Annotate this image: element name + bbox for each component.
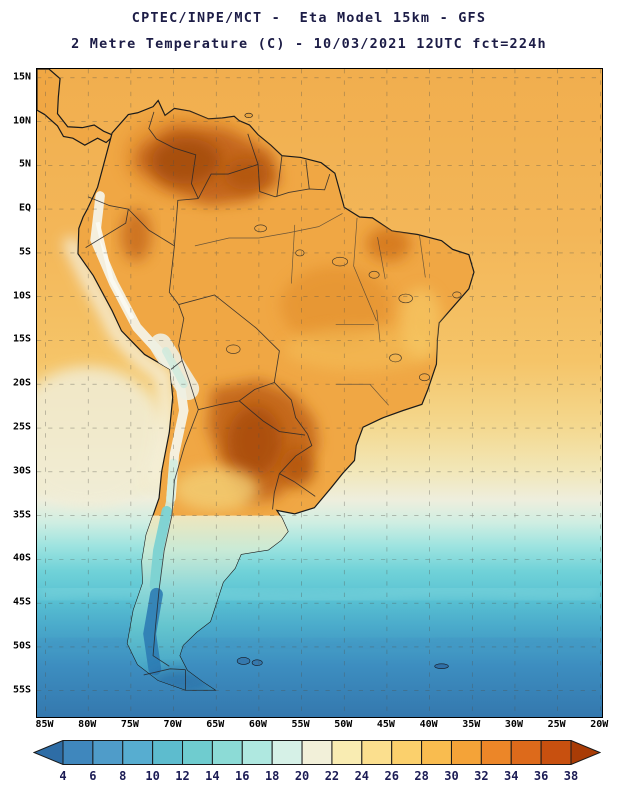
lon-label-85W: 85W [35,719,54,730]
lon-label-75W: 75W [120,719,139,730]
colorbar-tick-28: 28 [414,769,429,783]
colorbar-gradient [32,739,602,766]
colorbar-tick-38: 38 [563,769,579,783]
colorbar-tick-36: 36 [533,769,549,783]
ocean-band-2 [37,631,602,655]
south-america-temperature-map [37,69,602,717]
lat-label-55S: 55S [12,684,31,696]
colorbar-tick-4: 4 [59,769,67,783]
colorbar-tick-22: 22 [324,769,340,783]
colorbar-tick-34: 34 [504,769,519,783]
lat-label-40S: 40S [12,552,31,564]
lon-label-30W: 30W [504,719,523,730]
colorbar-tick-8: 8 [119,769,127,783]
lon-label-45W: 45W [376,719,395,730]
colorbar-tick-26: 26 [384,769,399,783]
colorbar-tick-14: 14 [205,769,220,783]
lat-label-30S: 30S [12,465,31,477]
pacific-cold-pool [37,366,165,507]
colorbar-tick-30: 30 [444,769,459,783]
lat-label-45S: 45S [12,596,31,608]
lat-label-10S: 10S [12,290,31,302]
lon-label-20W: 20W [590,719,609,730]
map-frame [36,68,603,718]
lat-label-20S: 20S [12,377,31,389]
lat-label-35S: 35S [12,509,31,521]
colorbar-tick-32: 32 [474,769,489,783]
lat-label-EQ: EQ [18,202,31,214]
colorbar-bar [32,739,602,766]
lon-label-55W: 55W [291,719,310,730]
country-borders [85,111,331,690]
ocean-band-1 [37,584,602,605]
lat-label-50S: 50S [12,640,31,652]
lon-label-70W: 70W [163,719,182,730]
latitude-axis: 15N 10N 5N EQ 5S 10S 15S 20S 25S 30S 35S 40S 45S 50S 5… [0,68,33,716]
title-line-1: CPTEC/INPE/MCT - Eta Model 15km - GFS [131,10,487,26]
lon-label-65W: 65W [206,719,225,730]
lat-label-25S: 25S [12,421,31,433]
colorbar-tick-6: 6 [89,769,97,783]
islands [236,112,449,669]
lat-label-5N: 5N [18,158,31,170]
longitude-axis: 85W 80W 75W 70W 65W 60W 55W 50W 45W 40W 35W 30W 25W 2… [35,719,609,733]
lat-label-15S: 15S [12,333,31,345]
lon-label-50W: 50W [334,719,353,730]
humboldt-current-band [64,237,174,488]
colorbar-tick-18: 18 [264,769,280,783]
colorbar-tick-10: 10 [145,769,160,783]
colorbar-tick-20: 20 [294,769,310,783]
lat-label-10N: 10N [12,115,31,127]
contour-detail-rings [226,224,462,382]
lat-label-5S: 5S [18,246,31,258]
colorbar-tick-24: 24 [354,769,370,783]
lon-label-60W: 60W [248,719,267,730]
lon-label-40W: 40W [419,719,438,730]
lon-label-80W: 80W [78,719,97,730]
colorbar-tick-16: 16 [235,769,250,783]
title-line-2: 2 Metre Temperature (C) - 10/03/2021 12U… [71,36,547,52]
lon-label-35W: 35W [462,719,481,730]
colorbar-tick-labels: 4 6 8 10 12 14 16 18 20 22 24 26 28 30 32 34 36 38 [33,769,601,787]
lat-label-15N: 15N [12,71,31,83]
lon-label-25W: 25W [547,719,566,730]
temperature-colorbar: 4 6 8 10 12 14 16 18 20 22 24 26 28 30 32 34 36 38 [32,739,602,796]
colorbar-tick-12: 12 [175,769,190,783]
